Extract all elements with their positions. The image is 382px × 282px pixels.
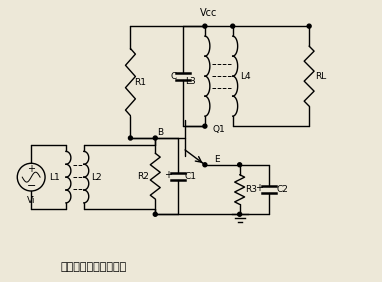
- Circle shape: [153, 212, 157, 216]
- Text: B: B: [157, 127, 163, 136]
- Circle shape: [153, 136, 157, 140]
- Text: RL: RL: [316, 72, 327, 81]
- Circle shape: [203, 163, 207, 167]
- Text: Vcc: Vcc: [200, 8, 218, 18]
- Text: C2: C2: [277, 185, 288, 194]
- Text: L4: L4: [240, 72, 251, 81]
- Text: C1: C1: [184, 172, 196, 181]
- Text: 选频（带通）放大电路: 选频（带通）放大电路: [61, 262, 127, 272]
- Text: Q1: Q1: [212, 125, 225, 134]
- Text: L3: L3: [186, 77, 196, 86]
- Circle shape: [128, 136, 133, 140]
- Text: R2: R2: [138, 172, 149, 181]
- Text: +: +: [256, 183, 264, 193]
- Text: E: E: [214, 155, 220, 164]
- Circle shape: [203, 24, 207, 28]
- Text: R1: R1: [134, 78, 146, 87]
- Text: C: C: [171, 72, 177, 81]
- Text: L1: L1: [50, 173, 60, 182]
- Circle shape: [231, 24, 235, 28]
- Text: L2: L2: [91, 173, 102, 182]
- Text: R3: R3: [246, 185, 257, 194]
- Text: +: +: [164, 170, 172, 180]
- Text: −: −: [26, 181, 36, 191]
- Circle shape: [203, 124, 207, 128]
- Circle shape: [238, 212, 242, 216]
- Circle shape: [238, 163, 242, 167]
- Text: Vi: Vi: [27, 196, 36, 205]
- Circle shape: [307, 24, 311, 28]
- Text: +: +: [27, 164, 35, 174]
